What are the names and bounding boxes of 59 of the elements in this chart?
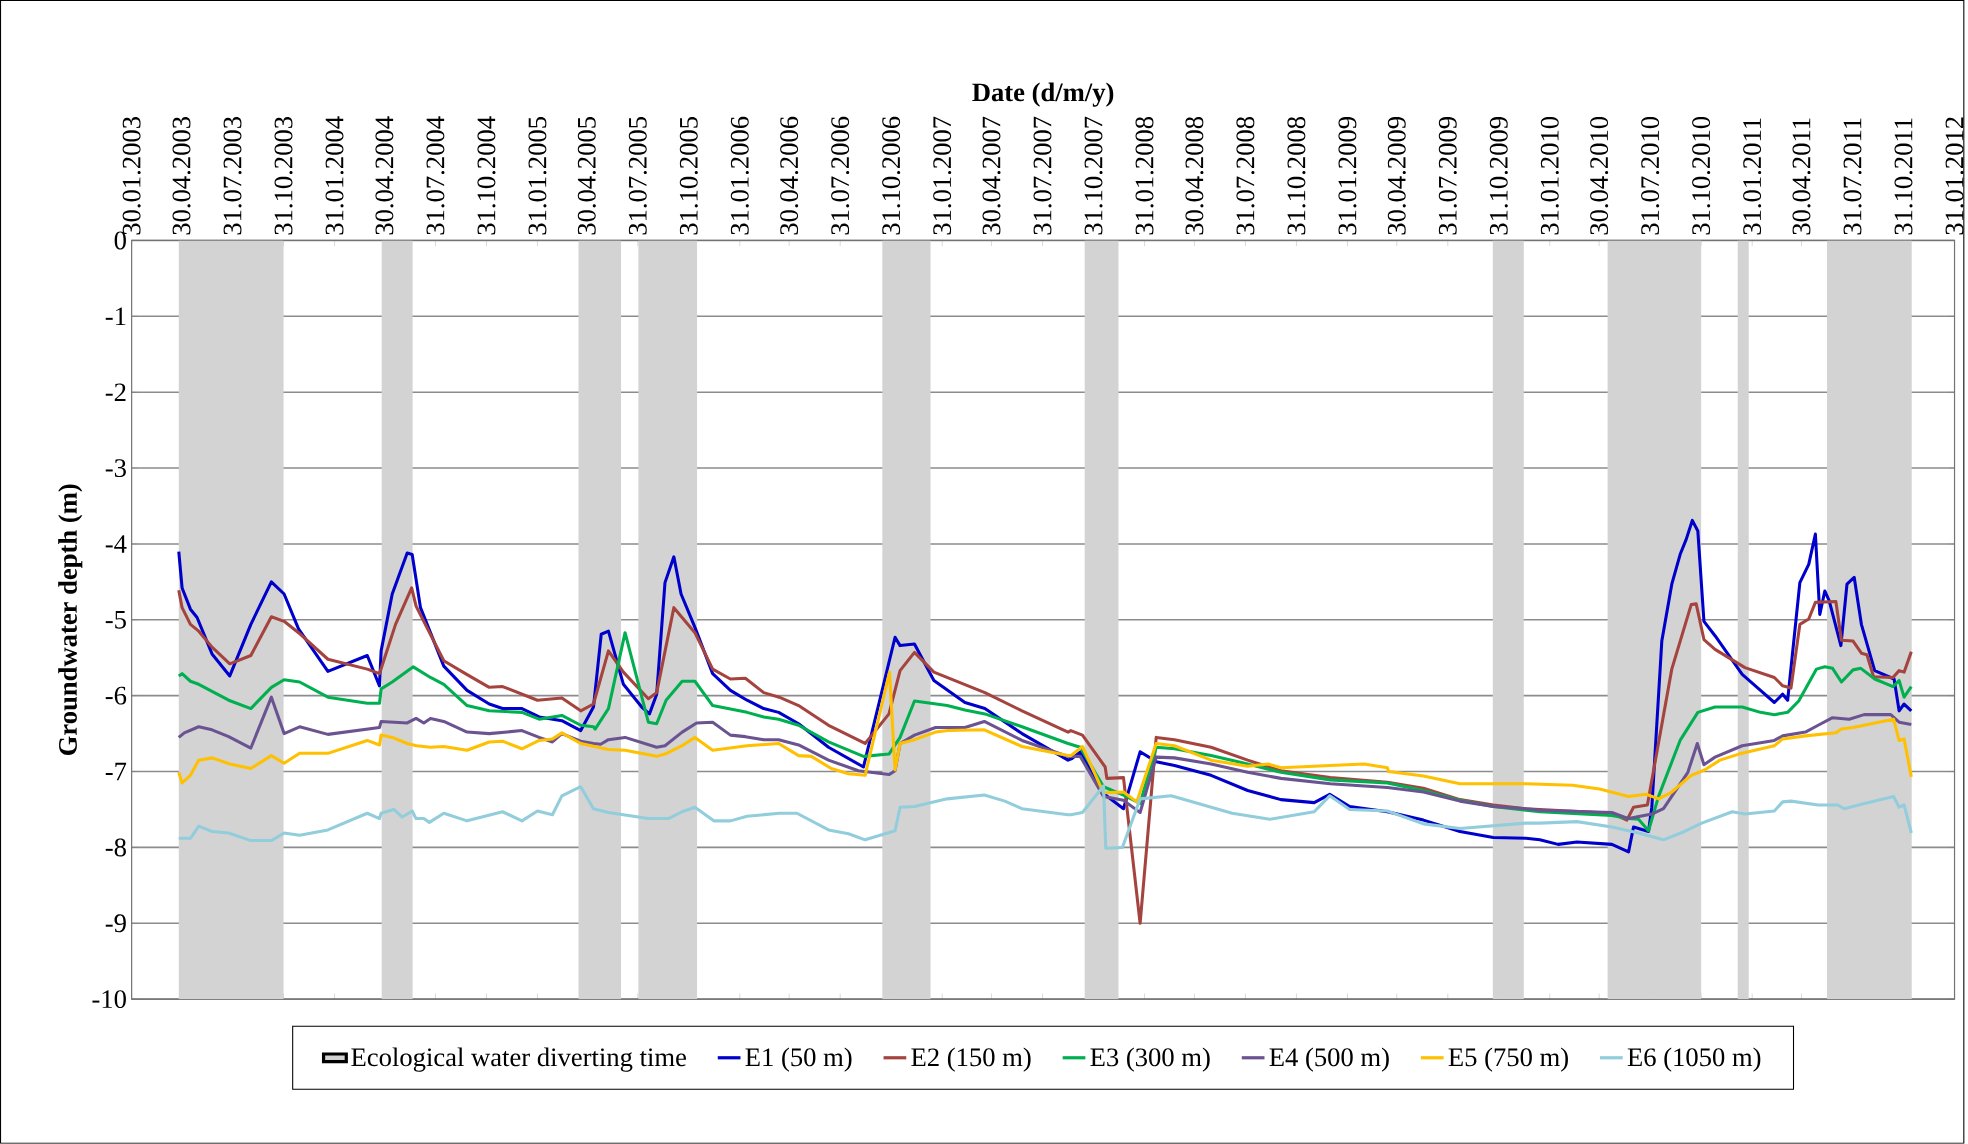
x-tick-label: 31.10.2010 — [1692, 117, 1711, 235]
x-tick-label: 30.04.2003 — [172, 117, 191, 235]
x-tick-label: 31.07.2010 — [1641, 117, 1660, 235]
x-tick-label: 31.07.2007 — [1033, 116, 1052, 235]
y-tick-label: -4 — [105, 535, 127, 553]
y-tick-label: -1 — [105, 307, 126, 326]
legend-label: E2 (150 m) — [911, 1047, 1031, 1072]
x-tick-label: 30.04.2008 — [1185, 117, 1204, 235]
x-tick-label: 31.01.2012 — [1945, 117, 1964, 235]
x-tick-label: 31.07.2003 — [223, 117, 242, 235]
x-axis-title: Date (d/m/y) — [972, 82, 1114, 107]
x-tick-label: 30.04.2011 — [1792, 118, 1811, 235]
x-tick-label: 31.10.2009 — [1489, 117, 1508, 235]
x-tick-label: 31.01.2009 — [1338, 117, 1357, 235]
x-tick-label: 31.10.2007 — [1084, 116, 1103, 235]
x-tick-label: 31.07.2006 — [831, 116, 850, 235]
y-tick-label: -10 — [92, 990, 126, 1009]
y-tick-label: -2 — [105, 383, 126, 402]
x-tick-label: 30.04.2004 — [375, 116, 394, 235]
legend-label: Ecological water diverting time — [351, 1047, 686, 1072]
line-series — [177, 670, 1913, 804]
y-tick-label: -5 — [105, 611, 126, 629]
x-tick-label: 31.07.2005 — [628, 117, 647, 235]
x-tick-label: 31.01.2004 — [325, 116, 344, 235]
x-tick-label: 31.07.2004 — [426, 116, 445, 235]
y-tick-label: -7 — [105, 762, 127, 781]
x-tick-label: 31.07.2009 — [1438, 117, 1457, 235]
x-tick-label: 31.01.2011 — [1743, 118, 1762, 235]
x-tick-label: 31.07.2008 — [1236, 117, 1255, 235]
x-tick-label: 30.04.2007 — [982, 116, 1001, 235]
line-series — [177, 784, 1913, 850]
legend-label: E3 (300 m) — [1090, 1047, 1210, 1072]
legend-label: E5 (750 m) — [1448, 1047, 1568, 1072]
line-series — [177, 695, 1913, 821]
x-tick-label: 31.10.2008 — [1287, 117, 1306, 235]
line-series — [177, 631, 1913, 833]
legend-label: E6 (1050 m) — [1627, 1047, 1761, 1072]
x-tick-label: 31.01.2005 — [528, 117, 547, 235]
x-tick-label: 31.10.2004 — [477, 116, 496, 235]
x-tick-label: 31.07.2011 — [1843, 118, 1862, 235]
legend-label: E1 (50 m) — [745, 1047, 852, 1072]
x-tick-label: 31.10.2006 — [882, 116, 901, 235]
x-tick-label: 30.04.2005 — [577, 117, 596, 235]
y-tick-label: -6 — [105, 686, 127, 705]
x-tick-label: 31.10.2003 — [274, 117, 293, 235]
x-tick-label: 31.01.2007 — [933, 116, 952, 235]
x-tick-label: 31.01.2010 — [1540, 117, 1559, 235]
legend-label: E4 (500 m) — [1269, 1047, 1389, 1072]
x-tick-label: 30.04.2010 — [1590, 117, 1609, 235]
x-tick-label: 31.10.2005 — [679, 117, 698, 235]
y-tick-label: -8 — [105, 838, 126, 857]
y-axis-title: Groundwater depth (m) — [58, 484, 83, 756]
x-tick-label: 30.04.2009 — [1387, 117, 1406, 235]
x-tick-label: 30.04.2006 — [780, 116, 799, 235]
x-tick-label: 31.01.2006 — [730, 116, 749, 235]
y-tick-label: -3 — [105, 459, 126, 478]
x-tick-label: 31.10.2011 — [1894, 118, 1913, 235]
y-tick-label: -9 — [105, 914, 126, 933]
x-tick-label: 31.01.2008 — [1135, 117, 1154, 235]
